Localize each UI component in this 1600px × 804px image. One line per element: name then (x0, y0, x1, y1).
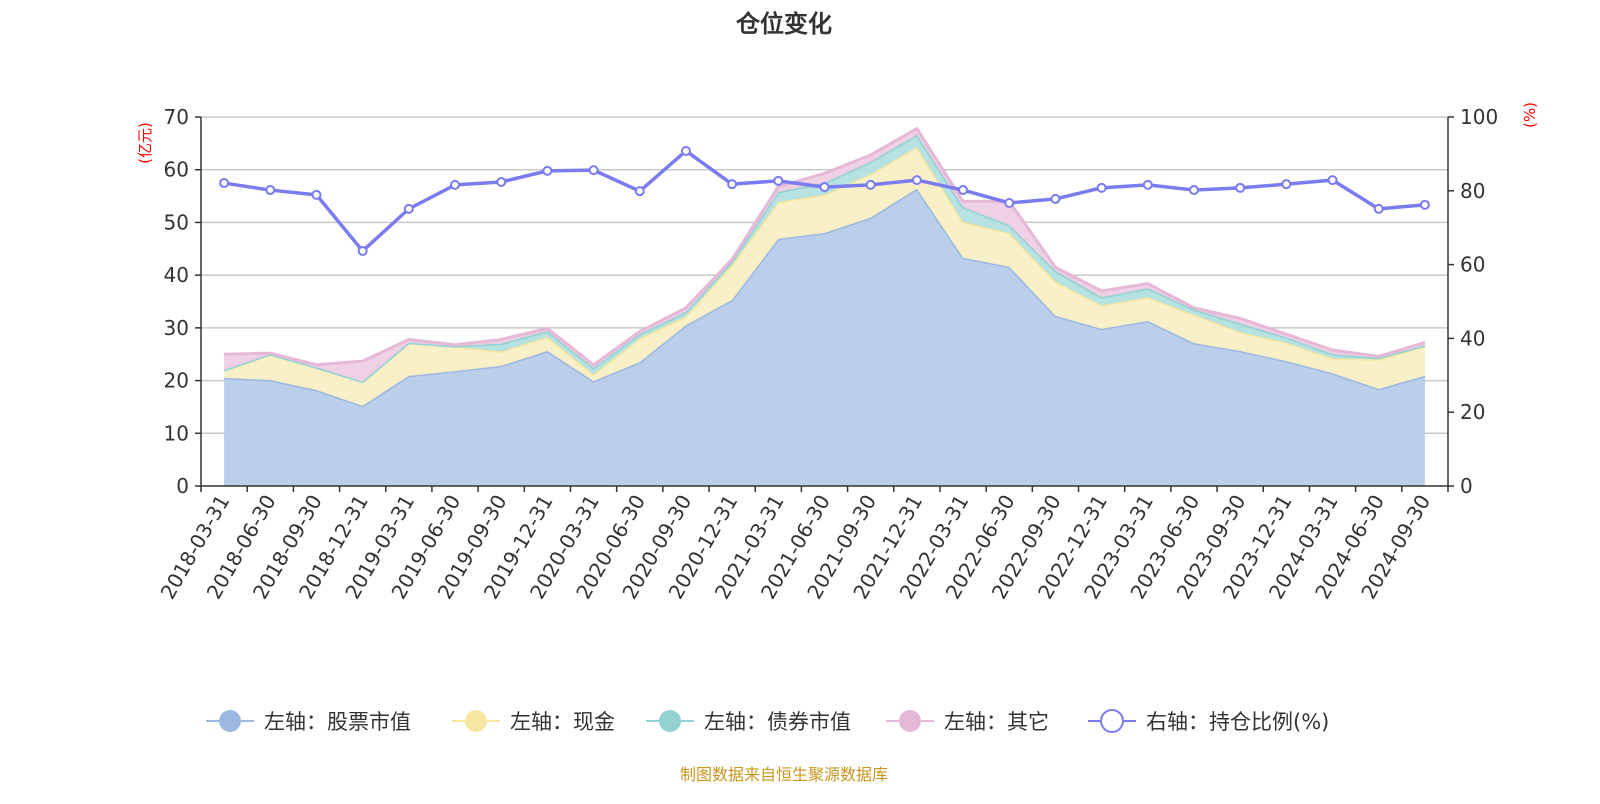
ratio-point (542, 165, 553, 176)
legend-circle-icon (899, 710, 921, 732)
area-左轴：其它 (224, 128, 1425, 382)
ratio-point (1419, 199, 1430, 210)
legend-label: 左轴：债券市值 (704, 710, 851, 734)
chart-title: 仓位变化 (735, 10, 832, 38)
legend-label: 左轴：股票市值 (264, 710, 411, 734)
left-tick-label: 50 (164, 210, 189, 234)
legend-circle-icon (1100, 709, 1124, 733)
ratio-point (1281, 179, 1292, 190)
ratio-point (403, 203, 414, 214)
source-footer: 制图数据来自恒生聚源数据库 (680, 765, 888, 784)
ratio-point (1142, 179, 1153, 190)
right-tick-label: 80 (1460, 179, 1485, 203)
ratio-point (311, 189, 322, 200)
ratio-point (1235, 182, 1246, 193)
ratio-point (450, 179, 461, 190)
left-tick-label: 20 (164, 369, 189, 393)
legend-label: 左轴：现金 (510, 710, 615, 734)
ratio-point (727, 179, 738, 190)
ratio-line-series (219, 145, 1430, 256)
ratio-point (265, 185, 276, 196)
left-tick-label: 0 (176, 474, 189, 498)
legend-label: 左轴：其它 (944, 710, 1049, 734)
right-tick-label: 60 (1460, 253, 1485, 277)
right-tick-label: 20 (1460, 400, 1485, 424)
ratio-point (819, 182, 830, 193)
ratio-point (773, 175, 784, 186)
legend-circle-icon (465, 710, 487, 732)
right-tick-label: 100 (1460, 105, 1498, 129)
left-axis-label: (亿元) (136, 122, 154, 164)
left-tick-label: 40 (164, 263, 189, 287)
ratio-point (865, 179, 876, 190)
ratio-point (1004, 197, 1015, 208)
legend-circle-icon (219, 710, 241, 732)
ratio-point (588, 165, 599, 176)
right-tick-label: 0 (1460, 474, 1473, 498)
legend-circle-icon (659, 710, 681, 732)
area-左轴：现金 (224, 147, 1425, 406)
ratio-point (1373, 203, 1384, 214)
left-tick-label: 60 (164, 158, 189, 182)
ratio-point (1327, 175, 1338, 186)
ratio-point (1096, 182, 1107, 193)
ratio-point (680, 145, 691, 156)
ratio-point (496, 176, 507, 187)
ratio-point (958, 185, 969, 196)
ratio-point (219, 178, 230, 189)
ratio-point (357, 245, 368, 256)
ratio-point (634, 186, 645, 197)
area-line-左轴：其它 (224, 127, 1426, 367)
left-tick-label: 10 (164, 421, 189, 445)
ratio-point (1050, 193, 1061, 204)
ratio-point (911, 175, 922, 186)
legend-label: 右轴：持仓比例(%) (1146, 710, 1329, 734)
right-tick-label: 40 (1460, 326, 1485, 350)
left-tick-label: 30 (164, 316, 189, 340)
right-axis-label: (%) (1521, 102, 1539, 128)
legend: 左轴：股票市值 左轴：现金 左轴：债券市值 左轴：其它 右轴：持仓比例(%) (206, 709, 1329, 734)
ratio-point (1188, 185, 1199, 196)
area-左轴：股票市值 (224, 188, 1425, 487)
left-tick-label: 70 (164, 105, 189, 129)
